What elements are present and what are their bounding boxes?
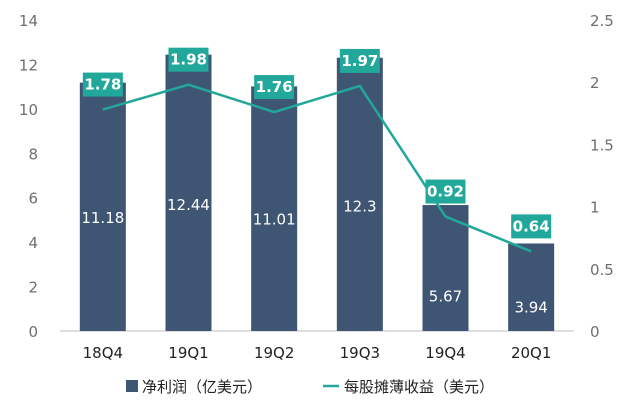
line-label-box xyxy=(339,48,380,73)
y-left-tick-label: 6 xyxy=(28,190,38,208)
y-left-tick-label: 8 xyxy=(28,145,38,163)
line-label-box xyxy=(168,47,209,72)
bar-data-label: 12.44 xyxy=(167,196,210,214)
bar-data-label: 11.01 xyxy=(253,210,296,228)
line-label-box xyxy=(82,72,123,97)
bar xyxy=(165,54,212,331)
legend-label-bar: 净利润（亿美元） xyxy=(142,378,262,396)
y-left-tick-label: 14 xyxy=(19,12,38,30)
line-label-box xyxy=(254,75,295,100)
x-tick-label: 19Q2 xyxy=(254,344,294,362)
x-tick-label: 20Q1 xyxy=(511,344,551,362)
bar xyxy=(79,82,126,331)
y-right-tick-label: 2.5 xyxy=(590,12,614,30)
legend-label-line: 每股摊薄收益（美元） xyxy=(344,378,494,396)
line-data-label: 0.64 xyxy=(513,217,550,235)
line-data-label: 1.97 xyxy=(341,52,378,70)
legend-swatch-bar xyxy=(126,380,138,392)
line-data-label: 1.78 xyxy=(84,76,121,94)
y-right-tick-label: 1.5 xyxy=(590,136,614,154)
line-data-label: 0.92 xyxy=(427,183,464,201)
bar-data-label: 5.67 xyxy=(429,288,462,306)
bar xyxy=(422,205,469,331)
x-tick-label: 18Q4 xyxy=(83,344,123,362)
line-label-box xyxy=(511,214,552,239)
y-left-tick-label: 4 xyxy=(28,234,38,252)
bar xyxy=(251,86,298,331)
bar xyxy=(336,57,383,332)
bar-data-label: 12.3 xyxy=(343,197,376,215)
y-right-tick-label: 0 xyxy=(590,323,600,341)
y-right-tick-label: 0.5 xyxy=(590,261,614,279)
y-left-tick-label: 0 xyxy=(28,323,38,341)
x-tick-label: 19Q3 xyxy=(340,344,380,362)
bar-data-label: 11.18 xyxy=(81,209,124,227)
y-right-tick-label: 1 xyxy=(590,199,600,217)
line-data-label: 1.76 xyxy=(256,78,293,96)
x-tick-label: 19Q1 xyxy=(168,344,208,362)
y-left-tick-label: 12 xyxy=(19,56,38,74)
line-data-label: 1.98 xyxy=(170,51,207,69)
bar xyxy=(508,243,555,331)
y-left-tick-label: 10 xyxy=(19,101,38,119)
line-label-box xyxy=(425,179,466,204)
x-tick-label: 19Q4 xyxy=(425,344,465,362)
bar-data-label: 3.94 xyxy=(514,298,547,316)
y-left-tick-label: 2 xyxy=(28,279,38,297)
y-right-tick-label: 2 xyxy=(590,74,600,92)
line-series xyxy=(102,83,532,253)
